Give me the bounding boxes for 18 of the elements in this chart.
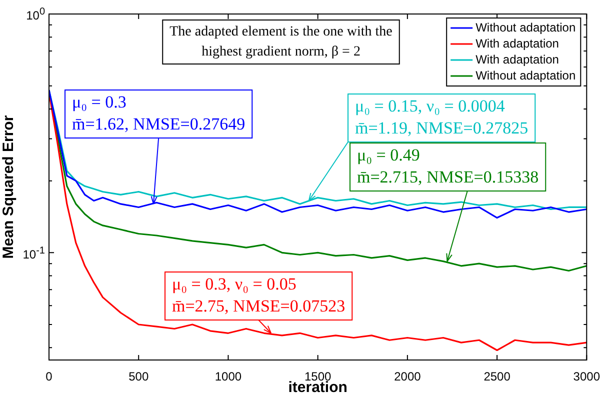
legend-label: With adaptation [476, 52, 559, 66]
y-tick-label: 10$^{0}$ [26, 6, 45, 22]
x-tick-label: 2500 [484, 370, 511, 384]
x-tick-label: 2000 [394, 370, 422, 384]
annotation: The adapted element is the one with the highest gradient norm, β = 2 [170, 24, 392, 60]
annotation: μ₀ = 0.3 m̄=1.62, NMSE=0.27649 [72, 92, 246, 134]
y-tick-label: 10$^{-1}$ [22, 244, 45, 262]
x-tick-label: 1000 [214, 370, 242, 384]
annotation: μ₀ = 0.3, ν₀ = 0.05 m̄=2.75, NMSE=0.07523 [172, 274, 346, 316]
x-tick-label: 0 [46, 370, 53, 384]
legend-label: Without adaptation [476, 68, 576, 82]
legend-label: With adaptation [476, 36, 559, 50]
x-tick-label: 3000 [573, 370, 600, 384]
annotation: μ₀ = 0.15, ν₀ = 0.0004 m̄=1.19, NMSE=0.27825 [355, 96, 528, 138]
annotation: μ₀ = 0.49 m̄=2.715, NMSE=0.15338 [357, 145, 539, 186]
legend-label: Without adaptation [476, 20, 576, 34]
y-axis-title: Mean Squared Error [0, 115, 18, 259]
x-tick-label: 500 [128, 370, 149, 384]
